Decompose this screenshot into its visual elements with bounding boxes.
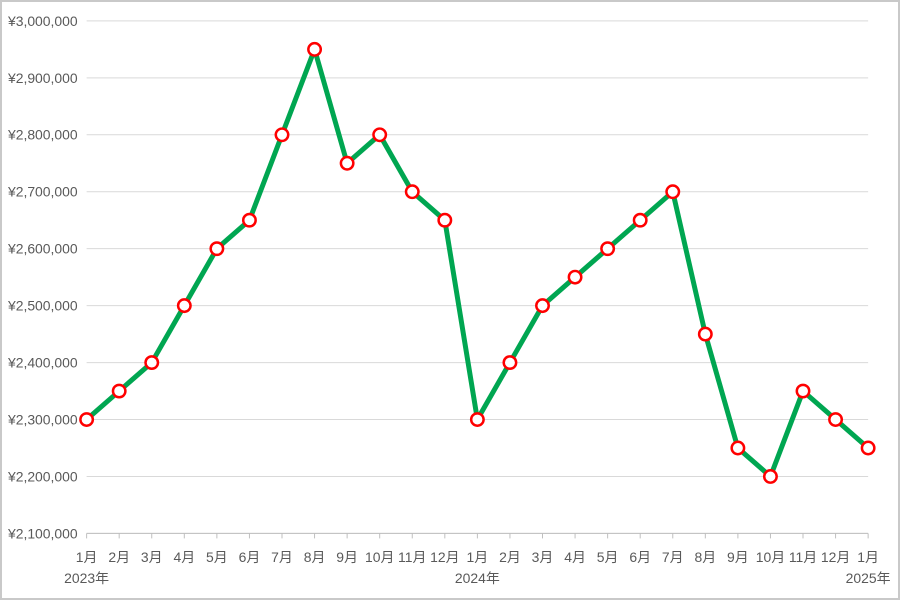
- data-point-marker: [535, 298, 550, 314]
- x-axis-tick-label: 2月: [499, 549, 521, 565]
- y-axis-tick-label: ¥2,400,000: [7, 355, 78, 371]
- data-point-marker: [144, 355, 160, 371]
- data-point-marker: [567, 269, 583, 285]
- data-point-marker: [502, 355, 518, 371]
- data-point-marker: [469, 412, 485, 427]
- y-axis-tick-label: ¥2,500,000: [7, 298, 78, 314]
- x-axis-tick-label: 8月: [694, 549, 716, 565]
- data-point-marker: [209, 241, 225, 257]
- x-axis-tick-label: 11月: [398, 549, 426, 565]
- data-point-marker: [730, 440, 746, 456]
- data-point-marker: [600, 241, 616, 257]
- data-point-marker: [828, 412, 844, 427]
- x-axis-tick-label: 12月: [430, 549, 459, 565]
- data-point-marker: [762, 469, 778, 484]
- x-axis-tick-label: 3月: [141, 549, 163, 565]
- data-point-marker: [404, 184, 420, 200]
- data-point-marker: [176, 298, 192, 314]
- data-point-marker: [632, 212, 648, 228]
- x-axis-year-label: 2024年: [455, 570, 500, 586]
- x-axis-tick-label: 1月: [467, 549, 489, 565]
- data-point-marker: [339, 155, 355, 171]
- data-point-marker: [307, 41, 323, 57]
- x-axis-tick-label: 9月: [336, 549, 358, 565]
- data-point-marker: [372, 127, 388, 143]
- y-axis-tick-label: ¥2,200,000: [7, 468, 78, 484]
- y-axis-tick-label: ¥2,900,000: [7, 70, 78, 86]
- x-axis-tick-label: 4月: [173, 549, 195, 565]
- x-axis-year-label: 2023年: [64, 570, 109, 586]
- x-axis-tick-label: 3月: [532, 549, 554, 565]
- data-point-marker: [111, 383, 127, 399]
- x-axis-tick-label: 11月: [789, 549, 817, 565]
- x-axis-tick-label: 12月: [821, 549, 850, 565]
- data-point-marker: [795, 383, 811, 399]
- data-point-marker: [241, 212, 257, 228]
- y-axis-tick-label: ¥2,300,000: [7, 412, 78, 428]
- data-point-marker: [860, 440, 876, 456]
- x-axis-tick-label: 10月: [365, 549, 394, 565]
- y-axis-tick-label: ¥2,800,000: [7, 127, 78, 143]
- y-axis-tick-label: ¥2,700,000: [7, 184, 78, 200]
- x-axis-tick-label: 1月: [76, 549, 98, 565]
- x-axis-tick-label: 6月: [239, 549, 261, 565]
- data-point-marker: [274, 127, 290, 143]
- x-axis-tick-label: 6月: [629, 549, 651, 565]
- x-axis-tick-label: 8月: [304, 549, 326, 565]
- x-axis-tick-label: 4月: [564, 549, 586, 565]
- x-axis-tick-label: 2月: [108, 549, 130, 565]
- x-axis-tick-label: 5月: [597, 549, 619, 565]
- x-axis-year-label: 2025年: [846, 570, 891, 586]
- x-axis-tick-label: 7月: [662, 549, 684, 565]
- x-axis-tick-label: 9月: [727, 549, 749, 565]
- x-axis-tick-label: 1月: [857, 549, 879, 565]
- data-point-marker: [665, 184, 681, 200]
- data-point-marker: [79, 412, 95, 427]
- x-axis-tick-label: 10月: [756, 549, 785, 565]
- x-axis-tick-label: 5月: [206, 549, 228, 565]
- data-point-marker: [697, 326, 713, 342]
- y-axis-tick-label: ¥3,000,000: [7, 13, 78, 29]
- x-axis-tick-label: 7月: [271, 549, 293, 565]
- y-axis-tick-label: ¥2,100,000: [7, 525, 78, 541]
- data-point-marker: [437, 212, 453, 228]
- y-axis-tick-label: ¥2,600,000: [7, 241, 78, 257]
